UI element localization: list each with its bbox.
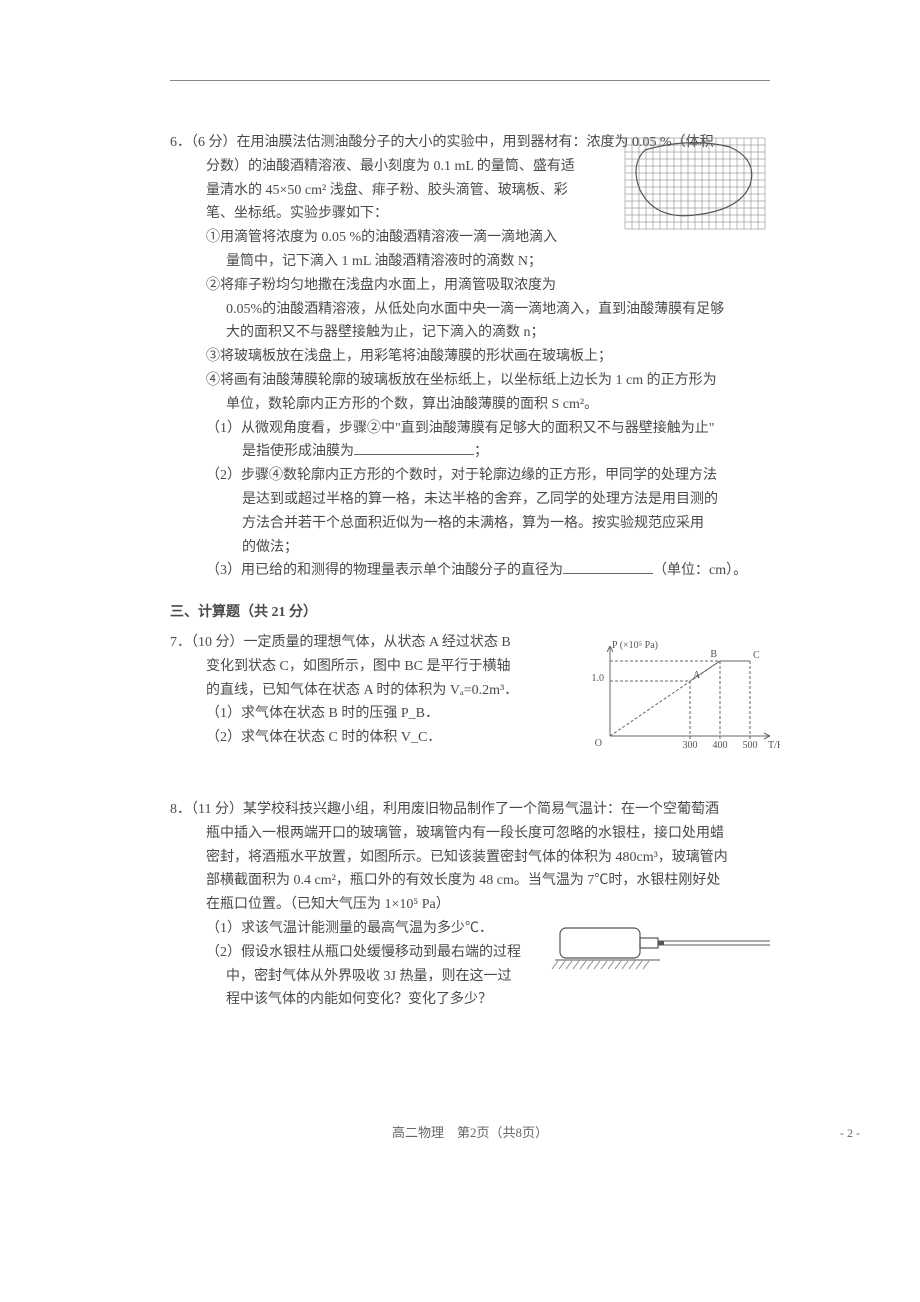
q8-line: 密封，将酒瓶水平放置，如图所示。已知该装置密封气体的体积为 480cm³，玻璃管…: [170, 846, 770, 870]
q6-step: ③将玻璃板放在浅盘上，用彩笔将油酸薄膜的形状画在玻璃板上；: [170, 345, 770, 369]
oil-film-grid-figure: [620, 135, 770, 230]
q8-line: 部横截面积为 0.4 cm²，瓶口外的有效长度为 48 cm。当气温为 7℃时，…: [170, 869, 770, 893]
bottle-thermometer-figure: [550, 903, 780, 983]
section-3-title: 三、计算题（共 21 分）: [170, 601, 770, 625]
q6-sub1: （1）从微观角度看，步骤②中"直到油酸薄膜有足够大的面积又不与器壁接触为止": [170, 417, 770, 441]
q8-line: 8．（11 分）某学校科技兴趣小组，利用废旧物品制作了一个简易气温计：在一个空葡…: [170, 798, 770, 822]
q6-step: 大的面积又不与器壁接触为止，记下滴入的滴数 n；: [170, 321, 770, 345]
q6-sub2: 方法合并若干个总面积近似为一格的未满格，算为一格。按实验规范应采用: [170, 512, 770, 536]
q6-sub1: 是指使形成油膜为；: [170, 440, 770, 464]
q8-sub: 程中该气体的内能如何变化？变化了多少？: [170, 988, 770, 1012]
svg-text:300: 300: [683, 740, 698, 751]
svg-text:C: C: [753, 650, 760, 661]
q6-step: ④将画有油酸薄膜轮廓的玻璃板放在坐标纸上，以坐标纸上边长为 1 cm 的正方形为: [170, 369, 770, 393]
page-number: - 2 -: [840, 1126, 860, 1141]
svg-text:T/K: T/K: [768, 740, 780, 751]
q6-sub2: 是达到或超过半格的算一格，未达半格的舍弃，乙同学的处理方法是用目测的: [170, 488, 770, 512]
svg-text:1.0: 1.0: [592, 673, 605, 684]
q6-step: 0.05%的油酸酒精溶液，从低处向水面中央一滴一滴地滴入，直到油酸薄膜有足够: [170, 298, 770, 322]
svg-text:400: 400: [713, 740, 728, 751]
page-footer: 高二物理 第2页（共8页）: [170, 1122, 770, 1141]
pt-chart-figure: 300 400 500 1.0 P (×10⁵ Pa) T/K O AB C: [580, 631, 780, 761]
svg-text:A: A: [693, 670, 701, 681]
q6-step: 单位，数轮廓内正方形的个数，算出油酸薄膜的面积 S cm²。: [170, 393, 770, 417]
svg-text:B: B: [710, 649, 717, 660]
q6-sub2: 的做法；: [170, 536, 770, 560]
q8-line: 瓶中插入一根两端开口的玻璃管，玻璃管内有一段长度可忽略的水银柱，接口处用蜡: [170, 822, 770, 846]
q6-step: 量筒中，记下滴入 1 mL 油酸酒精溶液时的滴数 N；: [170, 250, 770, 274]
q6-sub3: （3）用已给的和测得的物理量表示单个油酸分子的直径为（单位：cm）。: [170, 559, 770, 583]
svg-text:P (×10⁵ Pa): P (×10⁵ Pa): [612, 640, 658, 651]
svg-text:500: 500: [743, 740, 758, 751]
q6-step: ②将痱子粉均匀地撒在浅盘内水面上，用滴管吸取浓度为: [170, 274, 770, 298]
svg-text:O: O: [595, 738, 602, 749]
q6-sub2: （2）步骤④数轮廓内正方形的个数时，对于轮廓边缘的正方形，甲同学的处理方法: [170, 464, 770, 488]
